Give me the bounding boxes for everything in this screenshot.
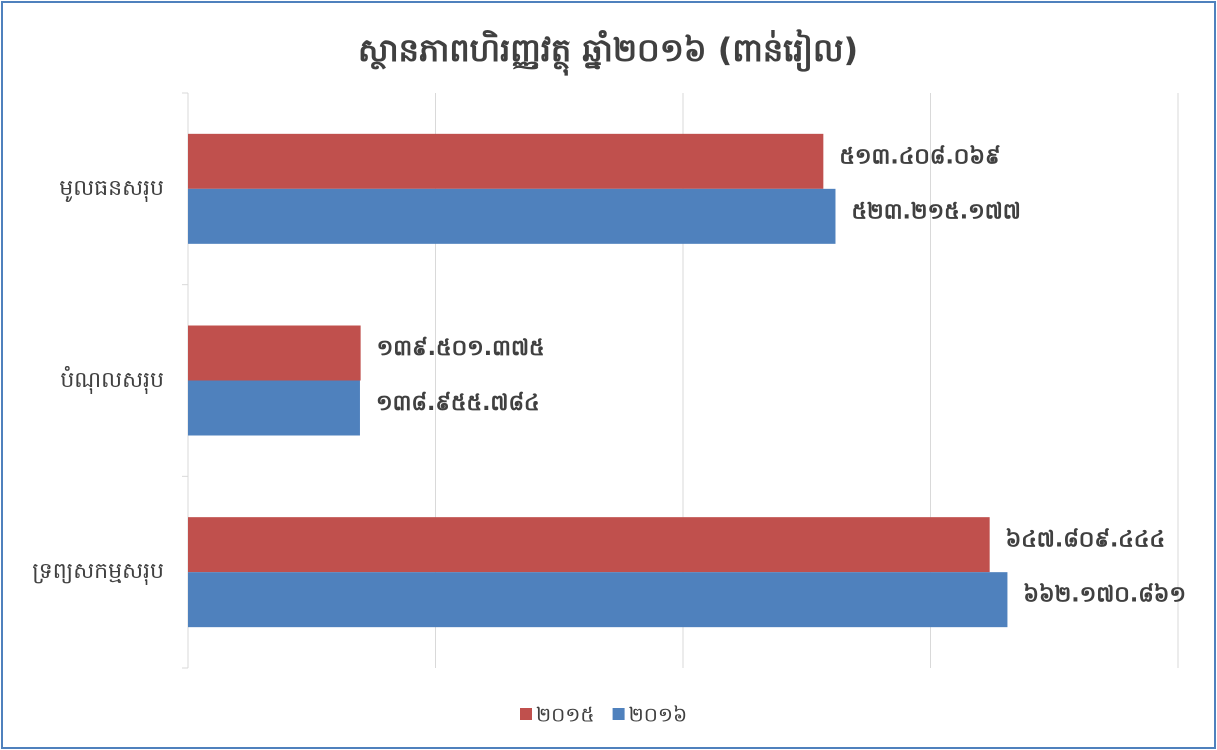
data-label: ១៣៨.៩៥៥.៧៨៤: [376, 391, 540, 416]
category-label: ទ្រព្យសកម្មសរុប: [32, 559, 164, 585]
category-label: បំណុលសរុប: [60, 367, 164, 393]
data-label: ៥២៣.២១៥.១៧៧: [851, 199, 1020, 224]
bar: [188, 133, 824, 189]
bar: [188, 572, 1008, 628]
legend-label: ២០១៦: [629, 703, 688, 727]
legend-swatch: [612, 708, 625, 720]
bar: [188, 380, 360, 436]
data-label: ៦៦២.១៧០.៨៦១: [1023, 583, 1186, 608]
bar: [188, 325, 361, 381]
data-label: ៦៤៧.៨០៩.៤៤៤: [1006, 528, 1165, 553]
chart-title: ស្ថានភាពហិរញ្ញវត្ថុ ឆ្នាំ២០១៦ (ពាន់រៀល): [358, 29, 858, 76]
legend-label: ២០១៥: [536, 703, 595, 727]
category-label: មូលធនសរុប: [59, 175, 164, 201]
data-label: ៥១៣.៤០៨.០៦៩: [839, 144, 1000, 169]
bar: [188, 517, 990, 573]
bar: [188, 188, 836, 244]
data-label: ១៣៩.៥០១.៣៧៥: [377, 336, 545, 361]
legend-swatch: [520, 708, 532, 720]
